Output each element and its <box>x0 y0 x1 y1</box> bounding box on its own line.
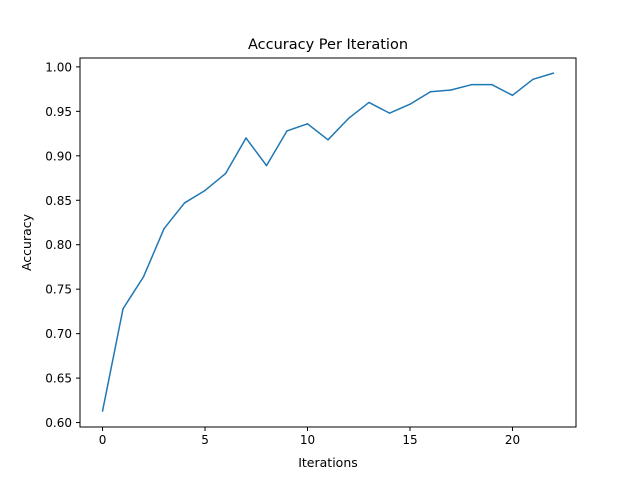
data-point <box>511 94 514 97</box>
y-tick-label: 0.95 <box>45 105 72 119</box>
data-point <box>163 227 165 230</box>
y-tick-label: 0.75 <box>45 283 72 297</box>
y-tick-label: 0.80 <box>45 238 72 252</box>
data-point <box>142 275 145 278</box>
chart-title: Accuracy Per Iteration <box>248 37 408 53</box>
x-tick-label: 5 <box>201 433 209 447</box>
data-point <box>470 83 473 86</box>
plot-frame <box>79 57 577 428</box>
data-point <box>122 307 124 310</box>
data-point <box>306 123 309 125</box>
x-axis-label: Iterations <box>298 455 358 470</box>
data-point <box>429 91 432 93</box>
y-tick-label: 0.60 <box>45 416 72 430</box>
y-tick-label: 0.85 <box>45 194 72 208</box>
y-axis-label: Accuracy <box>19 213 34 271</box>
data-point <box>532 78 534 81</box>
y-tick-label: 1.00 <box>45 60 72 74</box>
data-point <box>265 164 268 167</box>
y-tick-label: 0.65 <box>45 372 72 386</box>
x-tick-label: 0 <box>99 433 107 447</box>
x-tick-label: 10 <box>300 433 315 447</box>
x-tick-label: 20 <box>505 433 520 447</box>
data-point <box>183 202 186 204</box>
data-point <box>368 101 370 104</box>
data-point <box>204 189 206 192</box>
data-point <box>409 103 411 105</box>
data-point <box>327 139 329 141</box>
y-axis: 0.60 0.65 0.70 0.75 0.80 0.85 0.90 0.95 1.00 <box>45 60 80 430</box>
data-point <box>224 172 227 175</box>
data-point <box>347 117 350 120</box>
data-point <box>491 83 493 86</box>
x-axis: 0 5 10 15 20 <box>99 427 520 447</box>
data-point <box>245 137 247 139</box>
y-tick-label: 0.90 <box>45 149 72 163</box>
data-point <box>450 89 452 91</box>
data-point <box>286 130 288 132</box>
y-tick-label: 0.70 <box>45 327 72 341</box>
series-layer <box>101 72 555 412</box>
data-point <box>388 112 391 114</box>
data-point <box>552 72 555 74</box>
data-point <box>101 410 104 412</box>
x-tick-label: 15 <box>402 433 417 447</box>
